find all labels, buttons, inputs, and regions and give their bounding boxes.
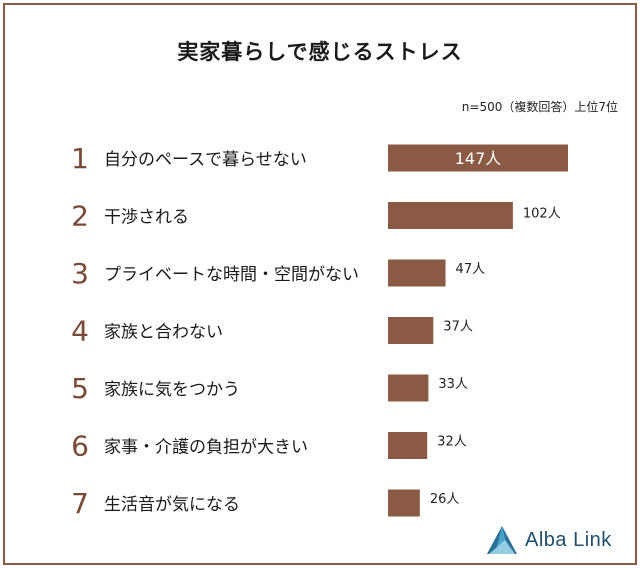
bar [388,259,446,287]
bar [388,144,568,172]
bar [388,432,428,459]
category-label: 生活音が気になる [104,495,240,515]
data-label: 47人 [456,262,486,277]
bar [388,202,513,229]
rank-number: 3 [71,257,89,290]
bar [388,317,434,344]
sample-note: n=500（複数回答）上位7位 [461,100,618,114]
rank-number: 2 [71,200,89,233]
data-label: 33人 [438,377,468,392]
data-label: 147人 [455,149,502,168]
rank-number: 4 [71,315,89,348]
rank-number: 6 [71,430,89,463]
category-label: プライベートな時間・空間がない [104,265,359,285]
triangle-logo-icon [487,526,517,554]
category-label: 干渉される [104,208,189,228]
category-label: 家族に気をつかう [104,380,240,400]
chart-title: 実家暮らしで感じるストレス [177,40,463,64]
chart-frame [3,3,637,565]
category-label: 家族と合わない [104,323,223,343]
category-label: 家事・介護の負担が大きい [104,438,308,458]
rank-number: 7 [71,487,89,520]
category-label: 自分のペースで暮らせない [104,150,307,170]
data-label: 32人 [437,435,467,450]
data-label: 102人 [523,207,561,222]
alba-link-logo: Alba Link [485,522,612,558]
data-label: 26人 [430,492,460,507]
rank-number: 5 [71,372,89,405]
rank-number: 1 [71,142,89,175]
bar [388,374,429,402]
data-label: 37人 [443,320,473,335]
logo-text: Alba Link [525,528,612,551]
bar [388,489,420,517]
